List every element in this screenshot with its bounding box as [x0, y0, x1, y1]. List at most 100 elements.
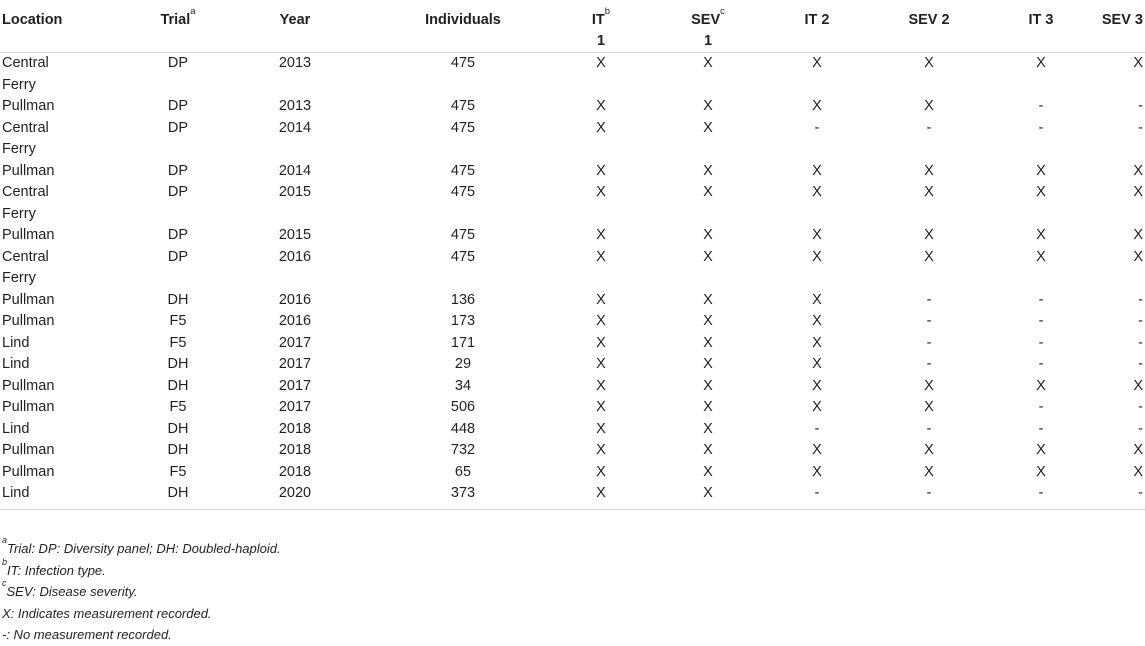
cell-it2: X: [812, 184, 822, 200]
footnote-text: SEV: Disease severity.: [6, 584, 138, 599]
cell-it1: X: [596, 291, 606, 308]
cell-it1: X: [596, 313, 606, 329]
cell-trial: DP: [167, 162, 189, 179]
cell-sev1: X: [703, 227, 713, 243]
cell-individuals: 373: [354, 483, 572, 510]
cell-trial: F5: [169, 399, 187, 415]
cell-sev2: -: [926, 334, 932, 351]
table-row: Lind DH 2020 373 X X - - - -: [0, 483, 1145, 510]
header-it1: ITb 1: [572, 0, 630, 53]
cell-sev3: -: [1138, 356, 1143, 372]
cell-trial: F5: [169, 313, 187, 329]
cell-it1: X: [596, 356, 606, 372]
cell-trial: DP: [167, 55, 189, 71]
cell-sev3: -: [1138, 334, 1143, 351]
cell-sev3: X: [1133, 442, 1143, 458]
cell-sev1: X: [703, 356, 713, 372]
footnote-text: X: Indicates measurement recorded.: [2, 605, 212, 621]
cell-it1: X: [596, 162, 606, 179]
cell-sev3: -: [1138, 291, 1143, 308]
cell-it2: -: [814, 420, 820, 437]
cell-sev1: X: [703, 313, 713, 329]
cell-it2: X: [812, 377, 822, 394]
cell-location: Lind: [2, 334, 30, 351]
cell-it3: -: [1038, 356, 1044, 372]
cell-it2: X: [812, 98, 822, 114]
cell-sev2: -: [848, 483, 1010, 510]
cell-it1: X: [596, 420, 606, 437]
footnote-text: IT: Infection type.: [7, 562, 106, 578]
cell-it1: X: [596, 377, 606, 394]
cell-sev3: X: [1133, 55, 1143, 71]
cell-sev2: X: [924, 227, 934, 243]
cell-it2: X: [812, 356, 822, 372]
cell-sev3: -: [1138, 313, 1143, 329]
table-row: Central Ferry DP 2014 475 X X - - - -: [0, 118, 1145, 161]
cell-location: Lind: [0, 483, 120, 510]
cell-it1: X: [596, 119, 606, 136]
cell-individuals: 475: [450, 98, 476, 114]
cell-individuals: 34: [454, 377, 472, 394]
cell-trial: DH: [120, 483, 236, 510]
header-it3: IT 3: [1010, 0, 1072, 53]
cell-it2: X: [812, 313, 822, 329]
cell-it3: -: [1038, 98, 1044, 114]
cell-sev2: -: [926, 420, 932, 437]
cell-it3: -: [1038, 119, 1044, 136]
cell-year: 2017: [278, 399, 312, 415]
cell-year: 2017: [278, 377, 312, 394]
cell-year: 2014: [278, 162, 312, 179]
cell-sev3: X: [1133, 227, 1143, 243]
cell-sev3: -: [1072, 483, 1145, 510]
cell-it3: X: [1036, 162, 1046, 179]
cell-individuals: 475: [450, 119, 476, 136]
cell-location: Lind: [2, 356, 30, 372]
footnote-text: Trial: DP: Diversity panel; DH: Doubled-…: [7, 541, 281, 556]
header-individuals: Individuals: [354, 0, 572, 53]
footnote: cSEV: Disease severity.: [2, 578, 281, 603]
cell-it3: -: [1038, 420, 1044, 437]
cell-individuals: 173: [450, 313, 476, 329]
cell-year: 2016: [278, 248, 312, 265]
cell-it3: X: [1036, 184, 1046, 200]
cell-it1: X: [596, 248, 606, 265]
cell-it2: -: [814, 119, 820, 136]
cell-it3: -: [1038, 334, 1044, 351]
cell-location: Pullman: [2, 162, 55, 179]
cell-location: Pullman: [2, 98, 55, 114]
cell-sev1: X: [630, 483, 786, 510]
cell-individuals: 475: [450, 248, 476, 265]
cell-year: 2014: [278, 119, 312, 136]
table-row: Lind F5 2017 171 X X X - - -: [0, 333, 1145, 355]
cell-sev2: X: [924, 184, 934, 200]
cell-sev3: X: [1133, 162, 1143, 179]
cell-trial: F5: [169, 334, 187, 351]
cell-it2: X: [812, 162, 822, 179]
cell-it1: X: [596, 98, 606, 114]
cell-individuals: 475: [450, 227, 476, 243]
cell-sev3: -: [1138, 399, 1143, 415]
cell-sev2: -: [926, 119, 932, 136]
cell-individuals: 475: [450, 184, 476, 200]
cell-location: Lind: [2, 420, 30, 437]
cell-individuals: 136: [450, 291, 476, 308]
cell-sev1: X: [703, 334, 713, 351]
cell-location: Pullman: [2, 377, 55, 394]
cell-it2: X: [812, 291, 822, 308]
cell-it2: X: [812, 399, 822, 415]
cell-year: 2013: [278, 98, 312, 114]
cell-it2: -: [786, 483, 848, 510]
cell-individuals: 29: [454, 356, 472, 372]
footnote-mark: c: [2, 578, 7, 588]
cell-it1: X: [596, 334, 606, 351]
cell-it2: X: [812, 442, 822, 458]
cell-it2: X: [812, 334, 822, 351]
cell-sev3: X: [1133, 377, 1143, 394]
cell-location: Central Ferry: [2, 184, 49, 222]
cell-it1: X: [596, 184, 606, 200]
cell-it3: X: [1036, 442, 1046, 458]
cell-sev2: X: [924, 399, 934, 415]
cell-sev3: X: [1133, 248, 1143, 265]
cell-sev3: -: [1138, 98, 1143, 114]
cell-year: 2018: [278, 463, 312, 480]
